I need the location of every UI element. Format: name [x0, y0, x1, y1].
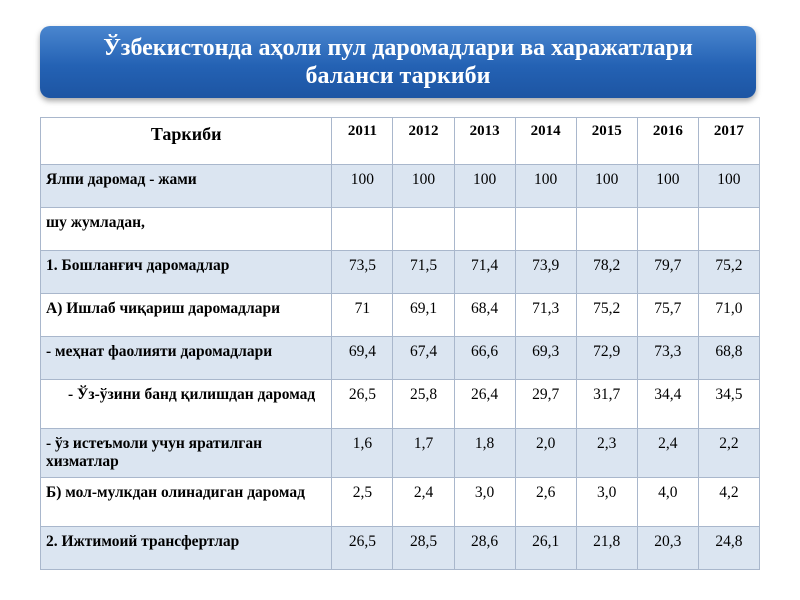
table-row: Ялпи даромад - жами 100 100 100 100 100 100 100 [39, 164, 761, 208]
cell: 26,1 [514, 526, 577, 570]
cell: 100 [697, 164, 761, 208]
row-label: Б) мол-мулкдан олинадиган даромад [39, 477, 333, 527]
column-header: 2014 [514, 117, 577, 165]
cell: 31,7 [575, 379, 638, 429]
cell [636, 207, 699, 251]
cell [453, 207, 516, 251]
cell: 2,5 [331, 477, 394, 527]
cell: 100 [636, 164, 699, 208]
cell: 26,5 [331, 379, 394, 429]
cell: 24,8 [697, 526, 761, 570]
table: Таркиби 2011 2012 2013 2014 2015 2016 2017 Ялпи… [39, 117, 761, 570]
cell: 26,5 [331, 526, 394, 570]
cell: 1,6 [331, 428, 394, 478]
table-row: - Ўз-ўзини банд қилишдан даромад 26,5 25,8… [39, 379, 761, 429]
table-row: Б) мол-мулкдан олинадиган даромад 2,5 2,4 3… [39, 477, 761, 527]
table-row: - ўз истеъмоли учун яратилган хизматлар 1… [39, 428, 761, 478]
cell: 100 [331, 164, 394, 208]
table-row: - меҳнат фаолияти даромадлари 69,4 67,4 66,… [39, 336, 761, 380]
title-banner: Ўзбекистонда аҳоли пул даромадлари ва ха… [40, 26, 756, 98]
cell: 69,4 [331, 336, 394, 380]
cell: 75,2 [575, 293, 638, 337]
table-row: 1. Бошланғич даромадлар 73,5 71,5 71,4 73,9 7… [39, 250, 761, 294]
header-row: Таркиби 2011 2012 2013 2014 2015 2016 2017 [39, 117, 761, 165]
cell: 69,1 [392, 293, 455, 337]
cell: 28,6 [453, 526, 516, 570]
cell: 2,0 [514, 428, 577, 478]
cell: 29,7 [514, 379, 577, 429]
cell: 67,4 [392, 336, 455, 380]
cell: 71 [331, 293, 394, 337]
table-row: А) Ишлаб чиқариш даромадлари 71 69,1 68,4 71… [39, 293, 761, 337]
row-label: - Ўз-ўзини банд қилишдан даромад [39, 379, 333, 429]
title: Ўзбекистонда аҳоли пул даромадлари ва ха… [103, 35, 693, 89]
column-header: 2015 [575, 117, 638, 165]
cell: 100 [575, 164, 638, 208]
cell [392, 207, 455, 251]
cell: 25,8 [392, 379, 455, 429]
cell: 2,4 [636, 428, 699, 478]
cell: 26,4 [453, 379, 516, 429]
table-row: 2. Ижтимоий трансфертлар 26,5 28,5 28,6 26,1… [39, 526, 761, 570]
table-row: шу жумладан, [39, 207, 761, 251]
cell: 100 [392, 164, 455, 208]
cell: 73,3 [636, 336, 699, 380]
cell: 3,0 [453, 477, 516, 527]
cell: 4,0 [636, 477, 699, 527]
cell: 79,7 [636, 250, 699, 294]
column-header: Таркиби [39, 117, 333, 165]
table-body: Ялпи даромад - жами 100 100 100 100 100 100 100… [39, 164, 761, 570]
cell: 71,3 [514, 293, 577, 337]
cell: 2,6 [514, 477, 577, 527]
cell: 34,5 [697, 379, 761, 429]
cell: 75,7 [636, 293, 699, 337]
cell: 2,2 [697, 428, 761, 478]
cell: 72,9 [575, 336, 638, 380]
cell: 71,5 [392, 250, 455, 294]
cell: 1,8 [453, 428, 516, 478]
row-label: - ўз истеъмоли учун яратилган хизматлар [39, 428, 333, 478]
cell [697, 207, 761, 251]
column-header: 2013 [453, 117, 516, 165]
cell: 2,4 [392, 477, 455, 527]
cell: 71,4 [453, 250, 516, 294]
column-header: 2011 [331, 117, 394, 165]
row-label: А) Ишлаб чиқариш даромадлари [39, 293, 333, 337]
row-label: шу жумладан, [39, 207, 333, 251]
cell: 73,9 [514, 250, 577, 294]
column-header: 2016 [636, 117, 699, 165]
cell: 100 [453, 164, 516, 208]
cell: 69,3 [514, 336, 577, 380]
row-label: 2. Ижтимоий трансфертлар [39, 526, 333, 570]
cell: 75,2 [697, 250, 761, 294]
cell: 20,3 [636, 526, 699, 570]
cell: 28,5 [392, 526, 455, 570]
cell: 66,6 [453, 336, 516, 380]
cell: 71,0 [697, 293, 761, 337]
row-label: Ялпи даромад - жами [39, 164, 333, 208]
cell: 21,8 [575, 526, 638, 570]
cell: 68,8 [697, 336, 761, 380]
cell: 2,3 [575, 428, 638, 478]
row-label: 1. Бошланғич даромадлар [39, 250, 333, 294]
cell [575, 207, 638, 251]
cell [331, 207, 394, 251]
column-header: 2012 [392, 117, 455, 165]
cell: 1,7 [392, 428, 455, 478]
cell: 4,2 [697, 477, 761, 527]
cell: 34,4 [636, 379, 699, 429]
row-label: - меҳнат фаолияти даромадлари [39, 336, 333, 380]
cell [514, 207, 577, 251]
cell: 73,5 [331, 250, 394, 294]
cell: 78,2 [575, 250, 638, 294]
column-header: 2017 [697, 117, 761, 165]
cell: 68,4 [453, 293, 516, 337]
cell: 100 [514, 164, 577, 208]
cell: 3,0 [575, 477, 638, 527]
